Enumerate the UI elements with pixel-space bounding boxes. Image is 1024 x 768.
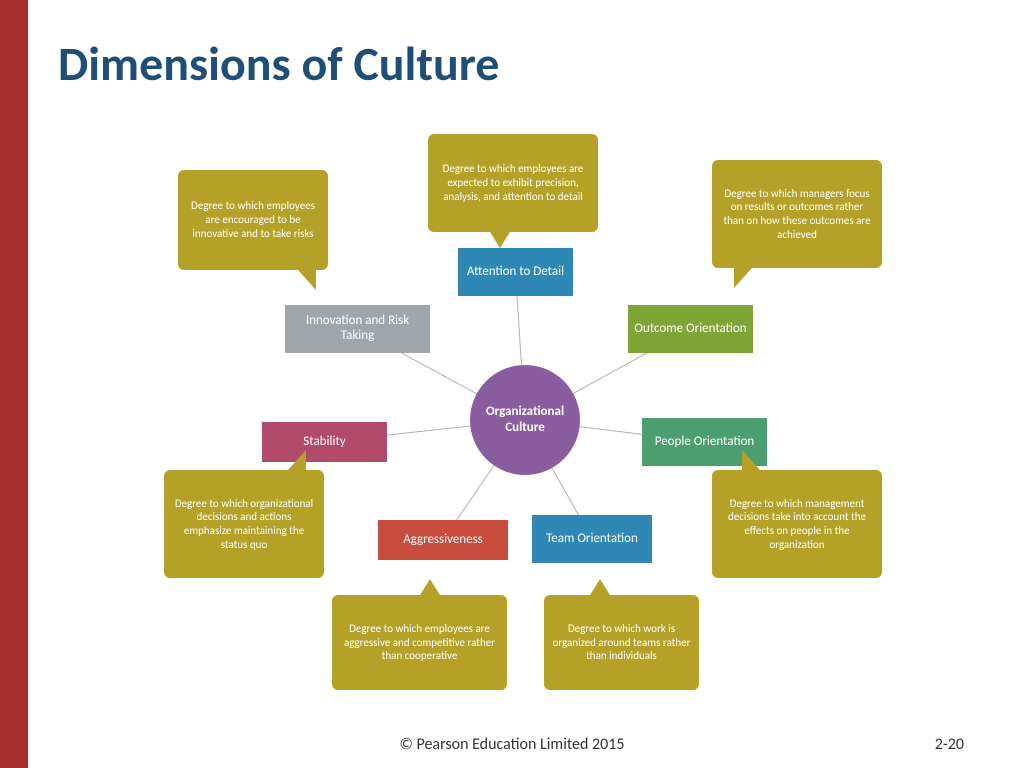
callout-outcome: Degree to which managers focus on result… xyxy=(712,160,882,268)
callout-tail-team xyxy=(590,579,610,595)
callout-tail-stability xyxy=(288,450,306,470)
footer-copyright: © Pearson Education Limited 2015 xyxy=(0,735,1024,754)
dimension-innovation: Innovation and Risk Taking xyxy=(285,305,430,353)
accent-bar xyxy=(0,0,28,768)
callout-stability: Degree to which organizational decisions… xyxy=(164,470,324,578)
slide-title: Dimensions of Culture xyxy=(58,34,499,93)
callout-people: Degree to which management decisions tak… xyxy=(712,470,882,578)
callout-aggressive: Degree to which employees are aggressive… xyxy=(332,595,507,690)
callout-tail-attention xyxy=(490,232,510,248)
callout-tail-innovation xyxy=(298,270,316,290)
dimension-outcome: Outcome Orientation xyxy=(628,305,753,353)
culture-diagram: Organizational Culture Attention to Detai… xyxy=(150,140,900,700)
callout-team: Degree to which work is organized around… xyxy=(544,595,699,690)
dimension-attention: Attention to Detail xyxy=(458,248,573,296)
hub-organizational-culture: Organizational Culture xyxy=(470,365,580,475)
callout-attention: Degree to which employees are expected t… xyxy=(428,134,598,232)
callout-tail-aggressive xyxy=(420,579,440,595)
dimension-team: Team Orientation xyxy=(532,515,652,563)
callout-tail-people xyxy=(742,450,760,470)
callout-innovation: Degree to which employees are encouraged… xyxy=(178,170,328,270)
dimension-stability: Stability xyxy=(262,422,387,462)
footer-page-number: 2-20 xyxy=(935,735,964,754)
dimension-aggressive: Aggressiveness xyxy=(378,520,508,560)
callout-tail-outcome xyxy=(734,268,752,288)
